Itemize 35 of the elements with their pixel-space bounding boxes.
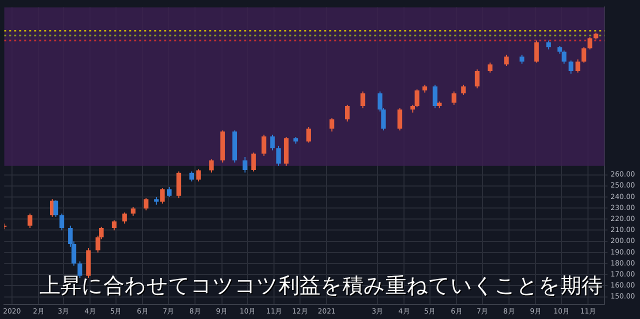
candlestick [461, 84, 466, 96]
candlestick [59, 213, 64, 231]
candlestick [144, 198, 148, 211]
candlestick [504, 54, 509, 67]
candlestick [582, 46, 586, 64]
candlestick [345, 104, 350, 122]
candlestick [112, 220, 117, 231]
candlestick [276, 145, 281, 166]
candlestick [534, 40, 539, 64]
candlestick [576, 58, 580, 74]
candlestick [209, 158, 214, 174]
candlestick [28, 213, 32, 229]
candlestick [189, 170, 194, 182]
candlestick [562, 50, 566, 64]
candlestick [53, 200, 58, 218]
candlestick [330, 118, 334, 132]
candlestick [270, 134, 275, 151]
candlestick [568, 60, 574, 74]
candlestick [176, 170, 182, 199]
candlestick [122, 212, 127, 224]
candlestick [397, 108, 402, 131]
candlestick [588, 36, 592, 50]
candlestick [166, 186, 172, 198]
candlestick [474, 68, 480, 89]
candlestick [262, 134, 266, 156]
candlestick [196, 168, 201, 182]
candlestick [160, 188, 165, 204]
candlestick [452, 91, 456, 106]
candlestick [488, 62, 492, 74]
candlestick [242, 156, 248, 174]
candlestick [360, 91, 366, 109]
candlestick [251, 152, 256, 172]
candlestick [432, 84, 438, 109]
candlestick [306, 126, 311, 144]
annotation: 上昇に合わせてコツコツ利益を積み重ねていくことを期待 [40, 274, 604, 299]
